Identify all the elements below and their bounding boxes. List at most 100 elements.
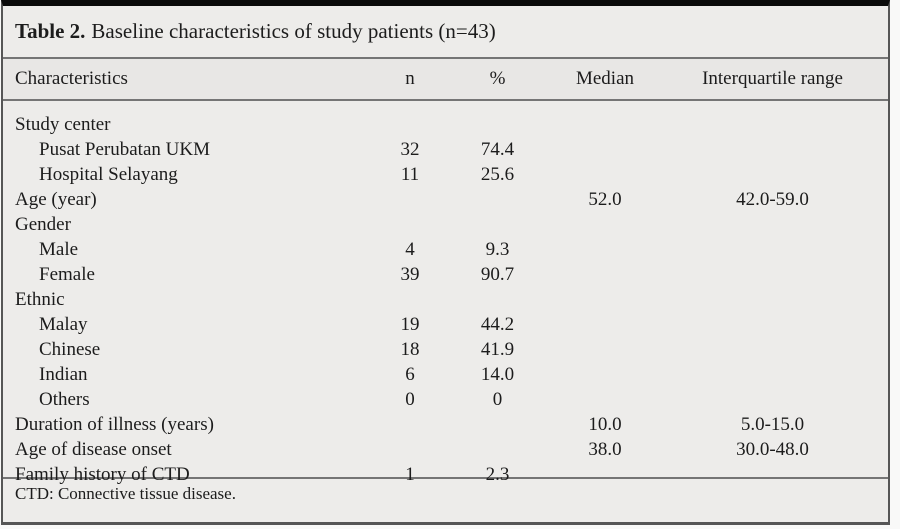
row-iqr xyxy=(665,337,880,362)
row-n xyxy=(370,187,450,212)
row-pct: 14.0 xyxy=(480,364,515,385)
table-body: Study center Pusat Perubatan UKM 32 74.4… xyxy=(3,101,888,485)
row-n xyxy=(370,212,450,237)
row-pct: 2.3 xyxy=(485,464,510,485)
row-median: 10.0 xyxy=(588,414,622,435)
row-label: Male xyxy=(39,239,79,260)
row-iqr xyxy=(665,137,880,162)
row-median xyxy=(545,462,665,487)
row-pct xyxy=(450,287,545,312)
row-iqr xyxy=(665,262,880,287)
table-title-label: Table 2. xyxy=(15,19,86,43)
row-iqr xyxy=(665,362,880,387)
row-median xyxy=(545,362,665,387)
row-n xyxy=(370,112,450,137)
row-pct: 90.7 xyxy=(480,264,515,285)
table-title-text: Baseline characteristics of study patien… xyxy=(91,19,496,43)
row-n xyxy=(370,412,450,437)
row-iqr xyxy=(665,212,880,237)
row-pct: 0 xyxy=(492,389,503,410)
table-title: Table 2. Baseline characteristics of stud… xyxy=(3,6,888,57)
row-pct: 25.6 xyxy=(480,164,515,185)
col-header-percent: % xyxy=(489,68,506,89)
row-pct: 41.9 xyxy=(480,339,515,360)
row-label: Pusat Perubatan UKM xyxy=(39,139,210,160)
row-n: 32 xyxy=(400,139,420,160)
row-label: Ethnic xyxy=(15,289,65,310)
table-header-row: Characteristics n % Median Interquartile… xyxy=(3,59,888,99)
row-n: 4 xyxy=(405,239,415,260)
row-label: Study center xyxy=(15,114,111,135)
col-header-n: n xyxy=(405,68,415,89)
row-iqr xyxy=(665,462,880,487)
row-median xyxy=(545,337,665,362)
table-row: Family history of CTD 1 2.3 xyxy=(3,462,888,487)
table-row: Others 0 0 xyxy=(3,387,888,412)
row-label: Hospital Selayang xyxy=(39,164,178,185)
row-label: Indian xyxy=(39,364,88,385)
row-label: Gender xyxy=(15,214,71,235)
row-iqr xyxy=(665,312,880,337)
row-label: Others xyxy=(39,389,90,410)
table-row: Gender xyxy=(3,212,888,237)
row-n: 19 xyxy=(400,314,420,335)
table-row: Male 4 9.3 xyxy=(3,237,888,262)
row-median xyxy=(545,137,665,162)
header-top-rule xyxy=(3,57,888,59)
row-median xyxy=(545,387,665,412)
table-row: Indian 6 14.0 xyxy=(3,362,888,387)
row-label: Chinese xyxy=(39,339,101,360)
row-n: 18 xyxy=(400,339,420,360)
row-iqr xyxy=(665,112,880,137)
table-row: Female 39 90.7 xyxy=(3,262,888,287)
row-median xyxy=(545,212,665,237)
row-iqr: 5.0-15.0 xyxy=(740,414,805,435)
row-n: 39 xyxy=(400,264,420,285)
row-median xyxy=(545,162,665,187)
table-row: Pusat Perubatan UKM 32 74.4 xyxy=(3,137,888,162)
col-header-characteristics: Characteristics xyxy=(15,68,128,89)
row-median xyxy=(545,312,665,337)
row-pct: 9.3 xyxy=(485,239,510,260)
table-row: Hospital Selayang 11 25.6 xyxy=(3,162,888,187)
row-label: Age of disease onset xyxy=(15,439,172,460)
row-n: 6 xyxy=(405,364,415,385)
row-pct xyxy=(450,112,545,137)
row-iqr xyxy=(665,162,880,187)
row-iqr xyxy=(665,287,880,312)
row-median xyxy=(545,287,665,312)
row-pct xyxy=(450,187,545,212)
table-row: Malay 19 44.2 xyxy=(3,312,888,337)
row-pct xyxy=(450,212,545,237)
row-median: 52.0 xyxy=(588,189,622,210)
row-pct xyxy=(450,437,545,462)
row-n: 1 xyxy=(405,464,415,485)
row-label: Age (year) xyxy=(15,189,97,210)
col-header-iqr: Interquartile range xyxy=(702,68,843,89)
row-median xyxy=(545,237,665,262)
table-row: Duration of illness (years) 10.0 5.0-15.… xyxy=(3,412,888,437)
table-row: Chinese 18 41.9 xyxy=(3,337,888,362)
row-n: 0 xyxy=(405,389,415,410)
table-footnote: CTD: Connective tissue disease. xyxy=(15,484,236,503)
table-row: Age (year) 52.0 42.0-59.0 xyxy=(3,187,888,212)
footnote-rule xyxy=(3,477,888,479)
header-bottom-rule xyxy=(3,99,888,101)
row-median: 38.0 xyxy=(588,439,622,460)
row-median xyxy=(545,112,665,137)
row-iqr: 30.0-48.0 xyxy=(736,439,809,460)
row-label: Malay xyxy=(39,314,88,335)
row-pct: 74.4 xyxy=(480,139,515,160)
col-header-median: Median xyxy=(575,68,635,89)
row-iqr xyxy=(665,237,880,262)
row-iqr xyxy=(665,387,880,412)
row-label: Duration of illness (years) xyxy=(15,414,214,435)
table-row: Study center xyxy=(3,112,888,137)
row-median xyxy=(545,262,665,287)
row-n xyxy=(370,287,450,312)
row-pct: 44.2 xyxy=(480,314,515,335)
row-iqr: 42.0-59.0 xyxy=(736,189,809,210)
table-row: Age of disease onset 38.0 30.0-48.0 xyxy=(3,437,888,462)
table-row: Ethnic xyxy=(3,287,888,312)
